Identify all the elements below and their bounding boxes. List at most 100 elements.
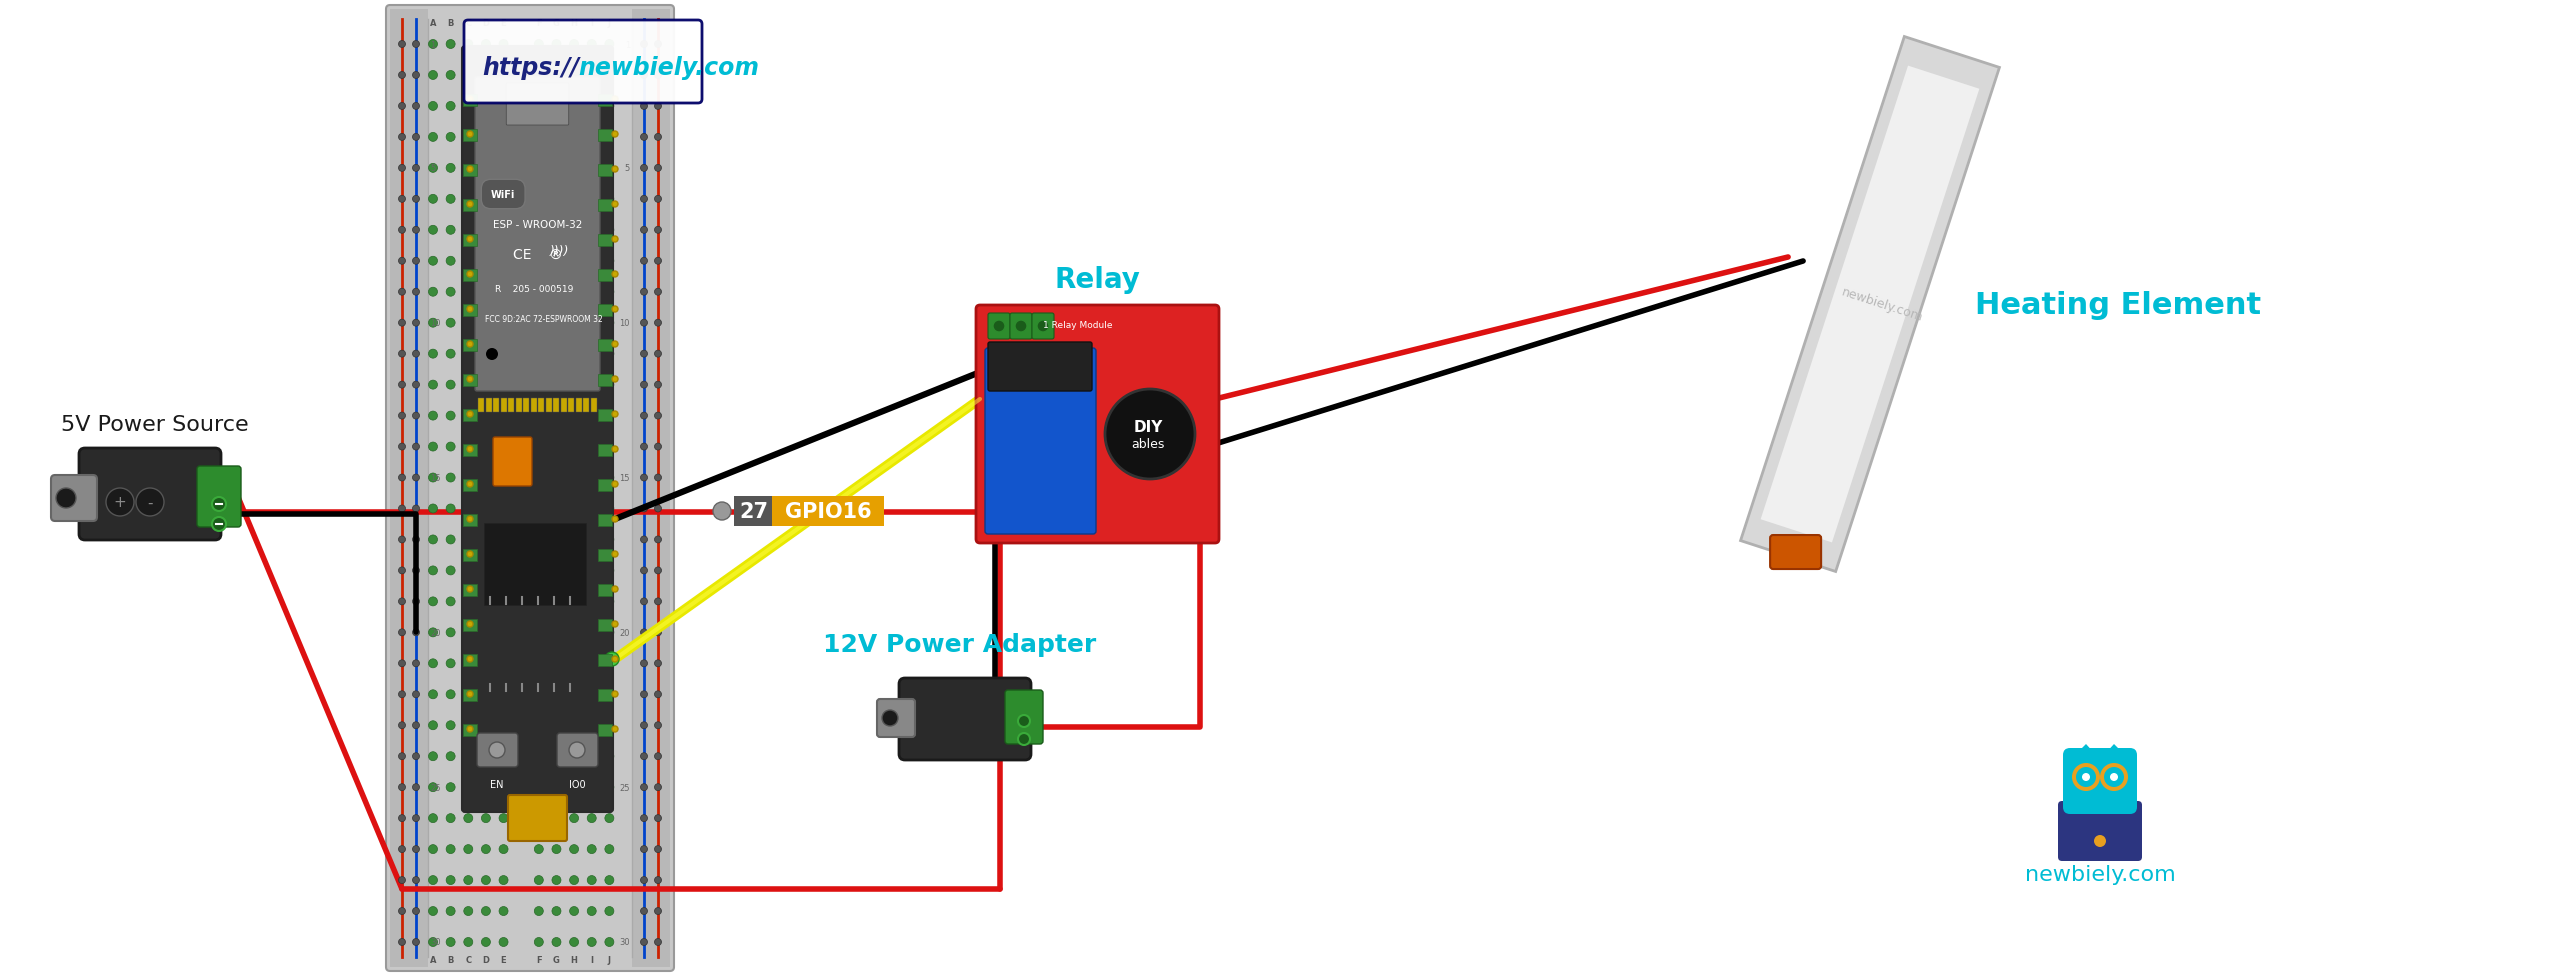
FancyBboxPatch shape: [476, 78, 599, 391]
Circle shape: [553, 103, 561, 111]
Circle shape: [481, 907, 492, 915]
Circle shape: [553, 721, 561, 730]
Text: D: D: [481, 20, 489, 28]
Circle shape: [2081, 774, 2089, 781]
Text: 20: 20: [620, 628, 630, 638]
Circle shape: [535, 473, 543, 482]
FancyBboxPatch shape: [599, 270, 612, 282]
FancyBboxPatch shape: [507, 795, 566, 841]
Circle shape: [586, 164, 596, 173]
Circle shape: [399, 660, 404, 667]
Circle shape: [586, 566, 596, 575]
Circle shape: [655, 351, 660, 358]
Text: 1: 1: [625, 40, 630, 50]
Circle shape: [466, 132, 474, 138]
Circle shape: [640, 474, 648, 481]
FancyBboxPatch shape: [502, 399, 507, 413]
Circle shape: [399, 104, 404, 111]
FancyBboxPatch shape: [2058, 801, 2143, 861]
Circle shape: [553, 71, 561, 80]
Circle shape: [466, 621, 474, 627]
Circle shape: [412, 722, 420, 729]
Circle shape: [2094, 835, 2107, 847]
Circle shape: [568, 40, 579, 50]
Circle shape: [640, 165, 648, 172]
Circle shape: [428, 659, 438, 668]
Text: H: H: [571, 956, 579, 964]
Circle shape: [463, 288, 474, 297]
Circle shape: [481, 938, 492, 947]
Circle shape: [535, 103, 543, 111]
Circle shape: [2076, 767, 2097, 787]
Circle shape: [640, 784, 648, 791]
Circle shape: [535, 659, 543, 668]
Circle shape: [553, 226, 561, 235]
Circle shape: [481, 845, 492, 854]
Circle shape: [428, 814, 438, 822]
FancyBboxPatch shape: [599, 165, 612, 177]
Circle shape: [586, 40, 596, 50]
Circle shape: [399, 506, 404, 512]
Text: Heating Element: Heating Element: [1974, 290, 2260, 319]
Circle shape: [428, 598, 438, 606]
Circle shape: [535, 845, 543, 854]
Circle shape: [399, 41, 404, 49]
Circle shape: [445, 690, 456, 699]
Circle shape: [568, 380, 579, 389]
Circle shape: [428, 473, 438, 482]
Circle shape: [655, 506, 660, 512]
Circle shape: [640, 289, 648, 296]
Circle shape: [445, 443, 456, 452]
Circle shape: [535, 71, 543, 80]
Circle shape: [481, 690, 492, 699]
Circle shape: [1037, 321, 1050, 333]
FancyBboxPatch shape: [988, 342, 1093, 391]
Circle shape: [445, 782, 456, 792]
Circle shape: [535, 350, 543, 359]
Circle shape: [568, 742, 586, 758]
Text: 5: 5: [430, 164, 435, 173]
Circle shape: [604, 133, 614, 142]
Circle shape: [481, 196, 492, 204]
Circle shape: [399, 444, 404, 451]
Circle shape: [640, 320, 648, 327]
Circle shape: [412, 846, 420, 853]
Circle shape: [586, 814, 596, 822]
Circle shape: [655, 908, 660, 914]
Circle shape: [463, 566, 474, 575]
Circle shape: [553, 690, 561, 699]
FancyBboxPatch shape: [1006, 690, 1042, 744]
Circle shape: [553, 782, 561, 792]
Circle shape: [428, 40, 438, 50]
Circle shape: [655, 381, 660, 388]
Circle shape: [568, 226, 579, 235]
Circle shape: [1014, 321, 1027, 333]
Circle shape: [463, 196, 474, 204]
Circle shape: [56, 488, 77, 509]
Circle shape: [428, 412, 438, 421]
Circle shape: [412, 536, 420, 544]
Circle shape: [399, 722, 404, 729]
Circle shape: [412, 227, 420, 234]
Circle shape: [428, 71, 438, 80]
Circle shape: [481, 257, 492, 266]
Circle shape: [604, 690, 614, 699]
Circle shape: [466, 201, 474, 207]
Circle shape: [604, 845, 614, 854]
FancyBboxPatch shape: [599, 445, 612, 457]
Circle shape: [568, 845, 579, 854]
Circle shape: [1019, 715, 1029, 728]
Text: 25: 25: [620, 782, 630, 792]
Circle shape: [412, 258, 420, 265]
Circle shape: [586, 473, 596, 482]
Circle shape: [445, 628, 456, 638]
Circle shape: [463, 443, 474, 452]
Circle shape: [428, 938, 438, 947]
Circle shape: [412, 939, 420, 946]
Circle shape: [586, 690, 596, 699]
FancyBboxPatch shape: [599, 619, 612, 632]
Circle shape: [640, 134, 648, 141]
FancyBboxPatch shape: [79, 449, 220, 541]
Circle shape: [499, 40, 507, 50]
FancyBboxPatch shape: [878, 699, 914, 737]
